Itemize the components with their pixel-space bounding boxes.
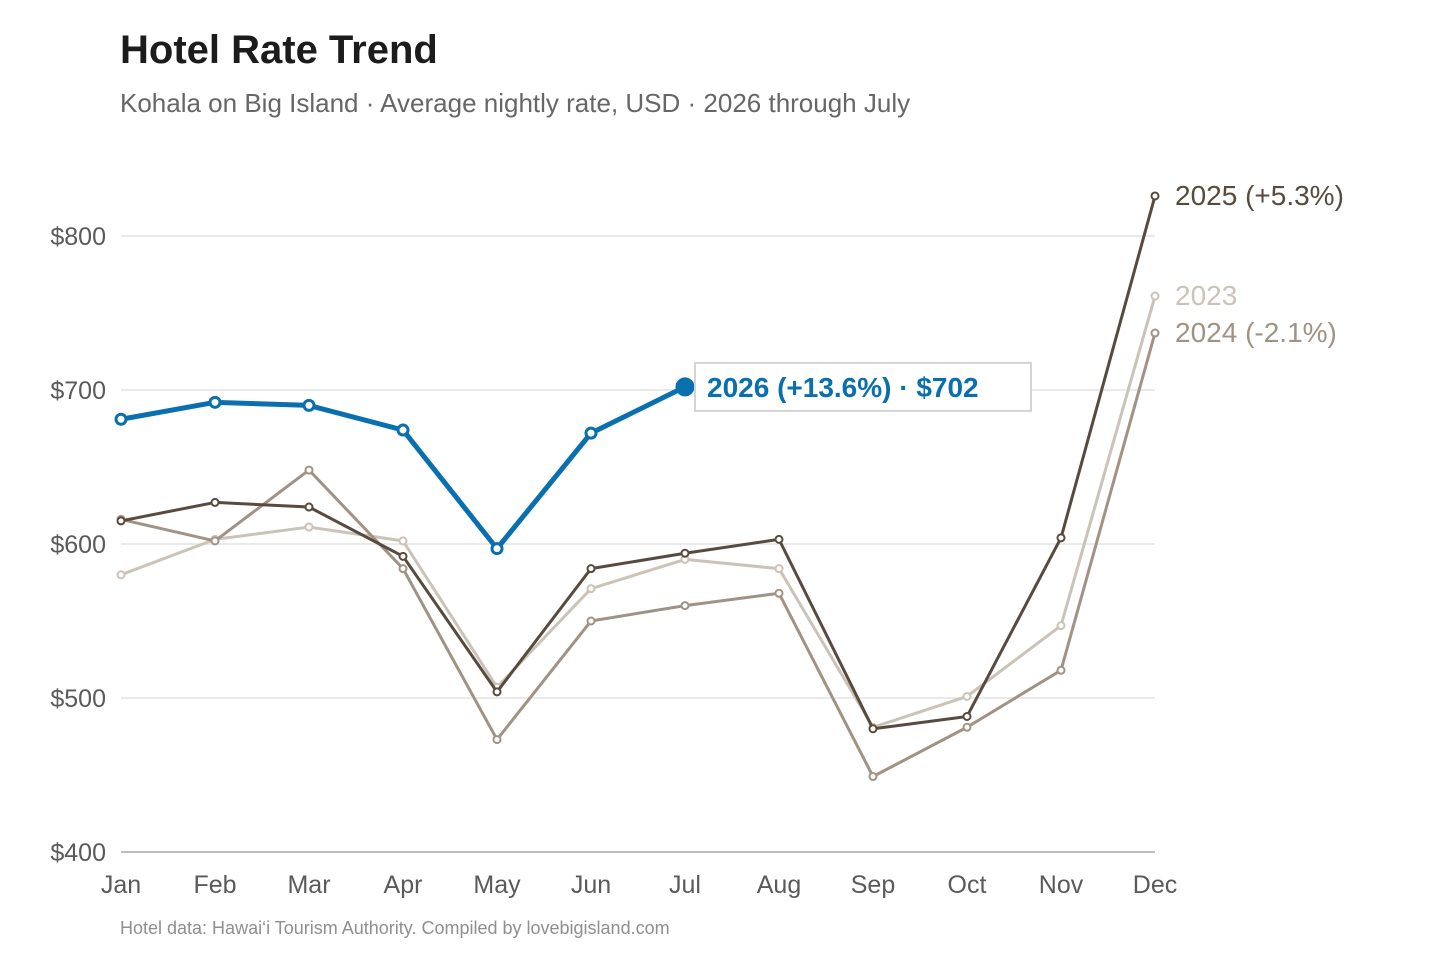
data-point bbox=[586, 616, 596, 626]
series-label-2026: 2026 (+13.6%) · $702 bbox=[707, 372, 979, 403]
x-tick-label: Mar bbox=[287, 871, 330, 899]
callout-box bbox=[694, 361, 1032, 412]
x-tick-label: Sep bbox=[851, 871, 895, 899]
x-tick-label: Oct bbox=[948, 871, 987, 899]
data-point bbox=[774, 564, 784, 574]
x-tick-label: Aug bbox=[757, 871, 801, 899]
data-point bbox=[680, 601, 690, 611]
x-tick-label: Dec bbox=[1133, 871, 1177, 899]
x-tick-label: Jan bbox=[101, 871, 141, 899]
data-point bbox=[1150, 191, 1160, 201]
series-2023 bbox=[116, 291, 1160, 732]
series-2025 bbox=[116, 191, 1160, 734]
x-tick-label: Apr bbox=[384, 871, 423, 899]
data-point bbox=[1056, 621, 1066, 631]
x-tick-label: Jul bbox=[669, 871, 701, 899]
data-point bbox=[208, 395, 222, 409]
x-tick-label: Jun bbox=[571, 871, 611, 899]
data-point bbox=[398, 536, 408, 546]
data-point bbox=[1150, 328, 1160, 338]
series-line-2024 bbox=[119, 331, 1157, 779]
source-note: Hotel data: Hawai‘i Tourism Authority. C… bbox=[120, 918, 670, 938]
data-point bbox=[586, 564, 596, 574]
data-point bbox=[680, 548, 690, 558]
data-point bbox=[584, 426, 598, 440]
data-point bbox=[398, 551, 408, 561]
x-tick-label: Feb bbox=[193, 871, 236, 899]
data-point bbox=[210, 536, 220, 546]
y-tick-label: $800 bbox=[50, 223, 106, 251]
data-point bbox=[1150, 291, 1160, 301]
y-tick-label: $700 bbox=[50, 377, 106, 405]
data-point bbox=[962, 711, 972, 721]
data-point bbox=[302, 398, 316, 412]
gridlines bbox=[121, 235, 1155, 699]
data-point bbox=[492, 687, 502, 697]
y-tick-label: $500 bbox=[50, 685, 106, 713]
data-point bbox=[210, 497, 220, 507]
data-point bbox=[962, 691, 972, 701]
data-point bbox=[1056, 665, 1066, 675]
data-point bbox=[675, 377, 695, 397]
series-2026 bbox=[114, 377, 695, 556]
data-point bbox=[116, 516, 126, 526]
data-point bbox=[962, 722, 972, 732]
series-label-2023: 2023 bbox=[1175, 280, 1237, 311]
x-tick-label: May bbox=[473, 871, 521, 899]
x-tick-label: Nov bbox=[1039, 871, 1084, 899]
data-point bbox=[398, 564, 408, 574]
series-line-2023 bbox=[119, 294, 1157, 729]
data-point bbox=[586, 584, 596, 594]
data-point bbox=[304, 522, 314, 532]
series-label-2025: 2025 (+5.3%) bbox=[1175, 180, 1344, 211]
data-point bbox=[774, 588, 784, 598]
series-line-2025 bbox=[119, 194, 1157, 731]
data-point bbox=[774, 534, 784, 544]
y-tick-label: $600 bbox=[50, 531, 106, 559]
data-point bbox=[490, 542, 504, 556]
chart-subtitle: Kohala on Big Island · Average nightly r… bbox=[120, 88, 911, 118]
data-point bbox=[304, 502, 314, 512]
data-point bbox=[304, 465, 314, 475]
y-tick-label: $400 bbox=[50, 839, 106, 867]
data-point bbox=[492, 735, 502, 745]
data-point bbox=[114, 412, 128, 426]
chart-title: Hotel Rate Trend bbox=[120, 28, 438, 72]
data-point bbox=[396, 423, 410, 437]
data-point bbox=[868, 724, 878, 734]
axes: $400 $500 $600 $700 $800 Jan Feb Mar Apr May Jun Ju… bbox=[50, 223, 1177, 899]
series-line-2026 bbox=[118, 384, 688, 552]
data-point bbox=[116, 570, 126, 580]
data-point bbox=[868, 772, 878, 782]
series-label-2024: 2024 (-2.1%) bbox=[1175, 317, 1337, 348]
data-point bbox=[1056, 533, 1066, 543]
series-labels: 2023 2024 (-2.1%) 2025 (+5.3%) 2026 (+13.6%… bbox=[694, 180, 1344, 412]
series-lines bbox=[114, 191, 1160, 782]
